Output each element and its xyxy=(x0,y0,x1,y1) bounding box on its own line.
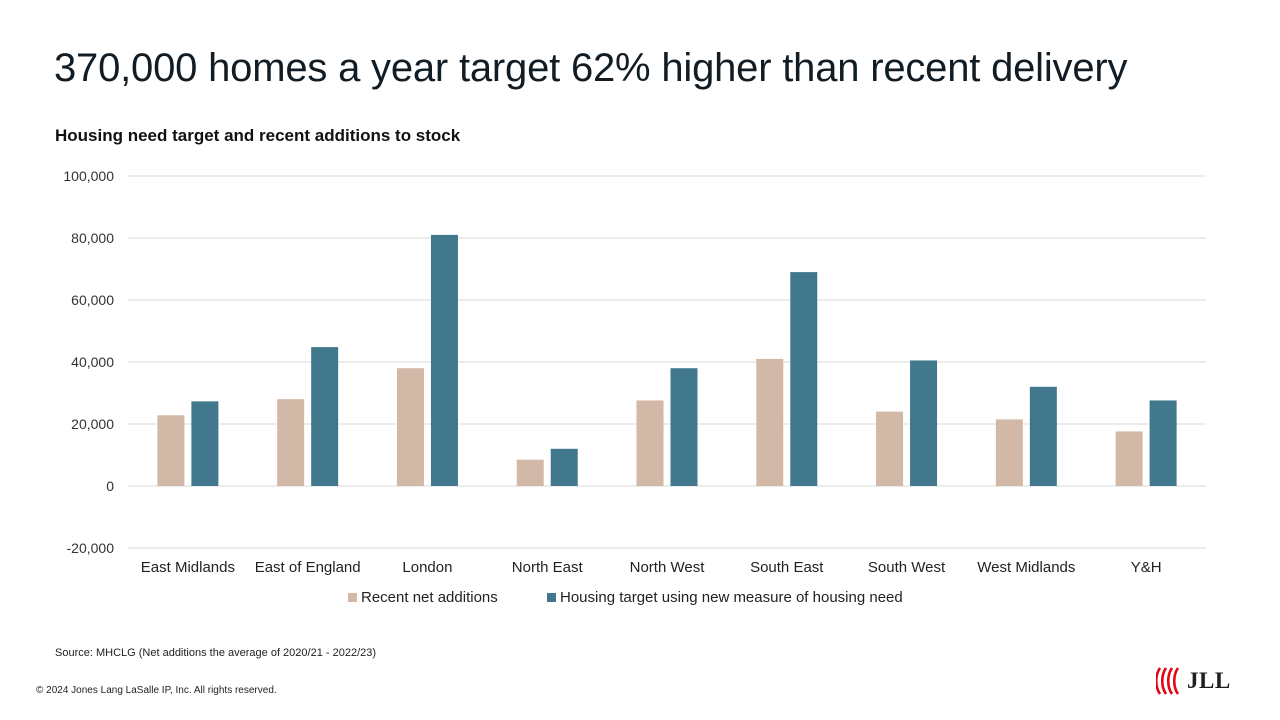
slide-title: 370,000 homes a year target 62% higher t… xyxy=(54,46,1128,90)
x-category-label: North West xyxy=(630,559,706,576)
bar-housing-target-7 xyxy=(1029,386,1057,486)
bar-recent-net-additions-5 xyxy=(756,358,784,486)
bar-housing-target-3 xyxy=(550,448,578,486)
y-axis-tick-labels: -20,000 0 20,000 40,000 60,000 80,000 100,000 xyxy=(63,168,114,556)
bar-recent-net-additions-8 xyxy=(1115,431,1143,486)
y-tick-label: 0 xyxy=(106,478,114,494)
x-category-label: Y&H xyxy=(1131,559,1162,576)
chart-title: Housing need target and recent additions… xyxy=(55,126,461,145)
bar-housing-target-0 xyxy=(191,401,219,486)
bar-recent-net-additions-6 xyxy=(876,411,904,486)
bar-recent-net-additions-7 xyxy=(995,419,1023,486)
legend-label: Recent net additions xyxy=(361,589,498,606)
jll-logo-icon xyxy=(1156,667,1180,695)
y-tick-label: 60,000 xyxy=(71,292,114,308)
y-tick-label: 40,000 xyxy=(71,354,114,370)
source-note: Source: MHCLG (Net additions the average… xyxy=(55,647,377,659)
x-category-label: London xyxy=(402,559,452,576)
y-tick-label: 80,000 xyxy=(71,230,114,246)
bars xyxy=(157,234,1177,486)
bar-housing-target-6 xyxy=(910,360,938,486)
bar-chart: -20,000020,00040,00060,00080,000100,000 … xyxy=(63,168,1206,606)
legend-label: Housing target using new measure of hous… xyxy=(560,589,903,606)
x-category-label: North East xyxy=(512,559,584,576)
legend: Recent net additions Housing target using… xyxy=(348,589,903,606)
bar-recent-net-additions-1 xyxy=(277,399,305,486)
bar-housing-target-5 xyxy=(790,272,818,486)
jll-logo: JLL xyxy=(1156,664,1231,698)
bar-recent-net-additions-0 xyxy=(157,415,185,486)
category-labels: East Midlands East of England London North … xyxy=(141,559,1162,576)
legend-swatch xyxy=(547,593,556,602)
bar-housing-target-2 xyxy=(430,234,458,486)
bar-recent-net-additions-2 xyxy=(396,368,424,486)
x-category-label: East of England xyxy=(255,559,361,576)
x-category-label: South West xyxy=(868,559,946,576)
bar-housing-target-4 xyxy=(670,368,698,486)
legend-swatch xyxy=(348,593,357,602)
x-category-label: South East xyxy=(750,559,824,576)
bar-recent-net-additions-4 xyxy=(636,400,664,486)
bar-housing-target-8 xyxy=(1149,400,1177,486)
x-category-label: West Midlands xyxy=(977,559,1075,576)
y-tick-label: -20,000 xyxy=(67,540,115,556)
y-tick-label: 100,000 xyxy=(63,168,114,184)
copyright-note: © 2024 Jones Lang LaSalle IP, Inc. All r… xyxy=(36,685,277,696)
bar-housing-target-1 xyxy=(311,347,339,486)
bar-recent-net-additions-3 xyxy=(516,459,544,486)
y-tick-label: 20,000 xyxy=(71,416,114,432)
gridlines xyxy=(128,175,1206,549)
logo-text: JLL xyxy=(1187,668,1231,693)
x-category-label: East Midlands xyxy=(141,559,235,576)
